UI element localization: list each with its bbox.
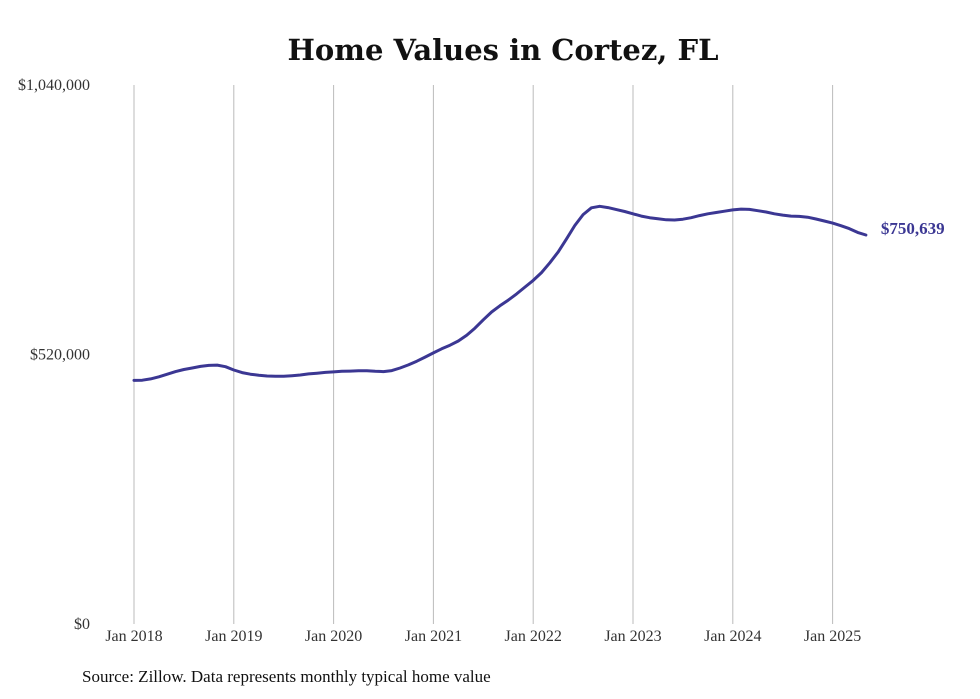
grid-lines — [133, 85, 834, 624]
x-tick-label: Jan 2024 — [704, 628, 761, 645]
x-tick-label: Jan 2019 — [205, 628, 262, 645]
source-note: Source: Zillow. Data represents monthly … — [82, 667, 491, 686]
y-tick-label: $1,040,000 — [18, 77, 90, 94]
series-layer — [132, 204, 868, 382]
end-value-label: $750,639 — [881, 219, 945, 238]
x-tick-label: Jan 2023 — [604, 628, 661, 645]
x-tick-label: Jan 2020 — [305, 628, 362, 645]
y-tick-label: $0 — [74, 616, 90, 633]
x-tick-label: Jan 2025 — [804, 628, 861, 645]
x-tick-label: Jan 2018 — [105, 628, 162, 645]
x-axis: Jan 2018 Jan 2019 Jan 2020 Jan 2021 Jan 2022… — [105, 628, 861, 645]
x-tick-label: Jan 2021 — [405, 628, 462, 645]
y-tick-label: $520,000 — [30, 347, 90, 364]
y-axis: $0 $520,000 $1,040,000 — [18, 77, 90, 633]
series-line — [132, 204, 868, 382]
x-tick-label: Jan 2022 — [505, 628, 562, 645]
chart-title: Home Values in Cortez, FL — [288, 33, 719, 67]
